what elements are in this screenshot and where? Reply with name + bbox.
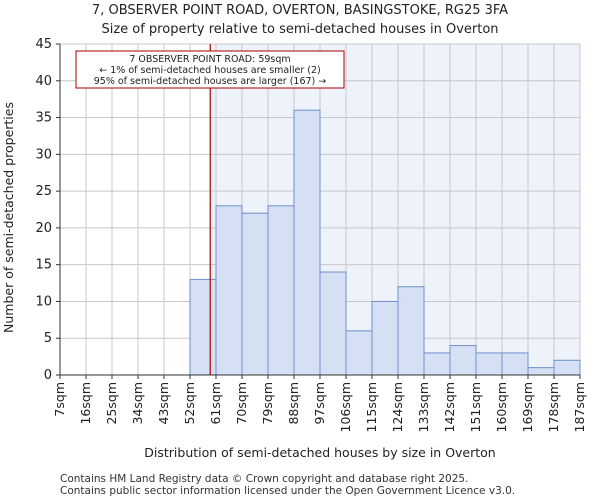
y-tick-label: 25 xyxy=(35,184,52,199)
chart-subtitle: Size of property relative to semi-detach… xyxy=(101,22,499,37)
y-tick-label: 45 xyxy=(35,37,52,52)
x-axis-label: Distribution of semi-detached houses by … xyxy=(144,445,495,460)
x-tick-label: 160sqm xyxy=(494,382,509,432)
bar-178sqm xyxy=(553,359,581,376)
bar-133sqm xyxy=(423,352,451,376)
bar-70sqm xyxy=(241,212,269,376)
x-tick-label: 97sqm xyxy=(312,382,327,425)
x-tick-label: 52sqm xyxy=(182,382,197,425)
bar-124sqm xyxy=(397,286,425,376)
y-tick-label: 15 xyxy=(35,258,52,273)
x-tick-label: 187sqm xyxy=(572,382,587,432)
x-tick-label: 151sqm xyxy=(468,382,483,432)
x-tick-label: 34sqm xyxy=(130,382,145,425)
bar-151sqm xyxy=(475,352,503,376)
y-tick-label: 10 xyxy=(35,294,52,309)
bar-115sqm xyxy=(371,300,399,376)
bar-160sqm xyxy=(501,352,529,376)
bar-142sqm xyxy=(449,345,477,376)
bar-97sqm xyxy=(319,271,347,376)
y-tick-label: 5 xyxy=(44,331,52,346)
y-tick-label: 40 xyxy=(35,74,52,89)
annotation-line-1: 7 OBSERVER POINT ROAD: 59sqm xyxy=(129,54,290,65)
x-tick-label: 79sqm xyxy=(260,382,275,425)
footer-licence: Contains public sector information licen… xyxy=(60,485,516,497)
x-tick-label: 43sqm xyxy=(156,382,171,425)
annotation-box xyxy=(75,50,345,89)
chart-title: 7, OBSERVER POINT ROAD, OVERTON, BASINGS… xyxy=(91,3,509,18)
y-tick-label: 0 xyxy=(44,368,52,383)
x-tick-label: 7sqm xyxy=(52,382,67,417)
x-tick-label: 25sqm xyxy=(104,382,119,425)
x-tick-label: 142sqm xyxy=(442,382,457,432)
bar-79sqm xyxy=(267,205,295,376)
annotation-line-2: ← 1% of semi-detached houses are smaller… xyxy=(99,65,320,76)
y-axis-label: Number of semi-detached properties xyxy=(1,102,16,333)
x-tick-label: 70sqm xyxy=(234,382,249,425)
x-tick-label: 115sqm xyxy=(364,382,379,432)
x-tick-label: 133sqm xyxy=(416,382,431,432)
y-tick-label: 20 xyxy=(35,221,52,236)
bar-52sqm xyxy=(189,278,217,376)
footer-copyright: Contains HM Land Registry data © Crown c… xyxy=(60,473,469,485)
x-tick-label: 88sqm xyxy=(286,382,301,425)
annotation-line-3: 95% of semi-detached houses are larger (… xyxy=(94,76,327,87)
bar-88sqm xyxy=(293,109,321,376)
bar-169sqm xyxy=(527,367,555,376)
y-tick-label: 35 xyxy=(35,111,52,126)
x-tick-label: 106sqm xyxy=(338,382,353,432)
x-tick-label: 124sqm xyxy=(390,382,405,432)
x-tick-label: 178sqm xyxy=(546,382,561,432)
bar-106sqm xyxy=(345,330,373,376)
bar-61sqm xyxy=(215,205,243,376)
x-tick-label: 61sqm xyxy=(208,382,223,425)
y-tick-label: 30 xyxy=(35,147,52,162)
x-tick-label: 169sqm xyxy=(520,382,535,432)
x-tick-label: 16sqm xyxy=(78,382,93,425)
